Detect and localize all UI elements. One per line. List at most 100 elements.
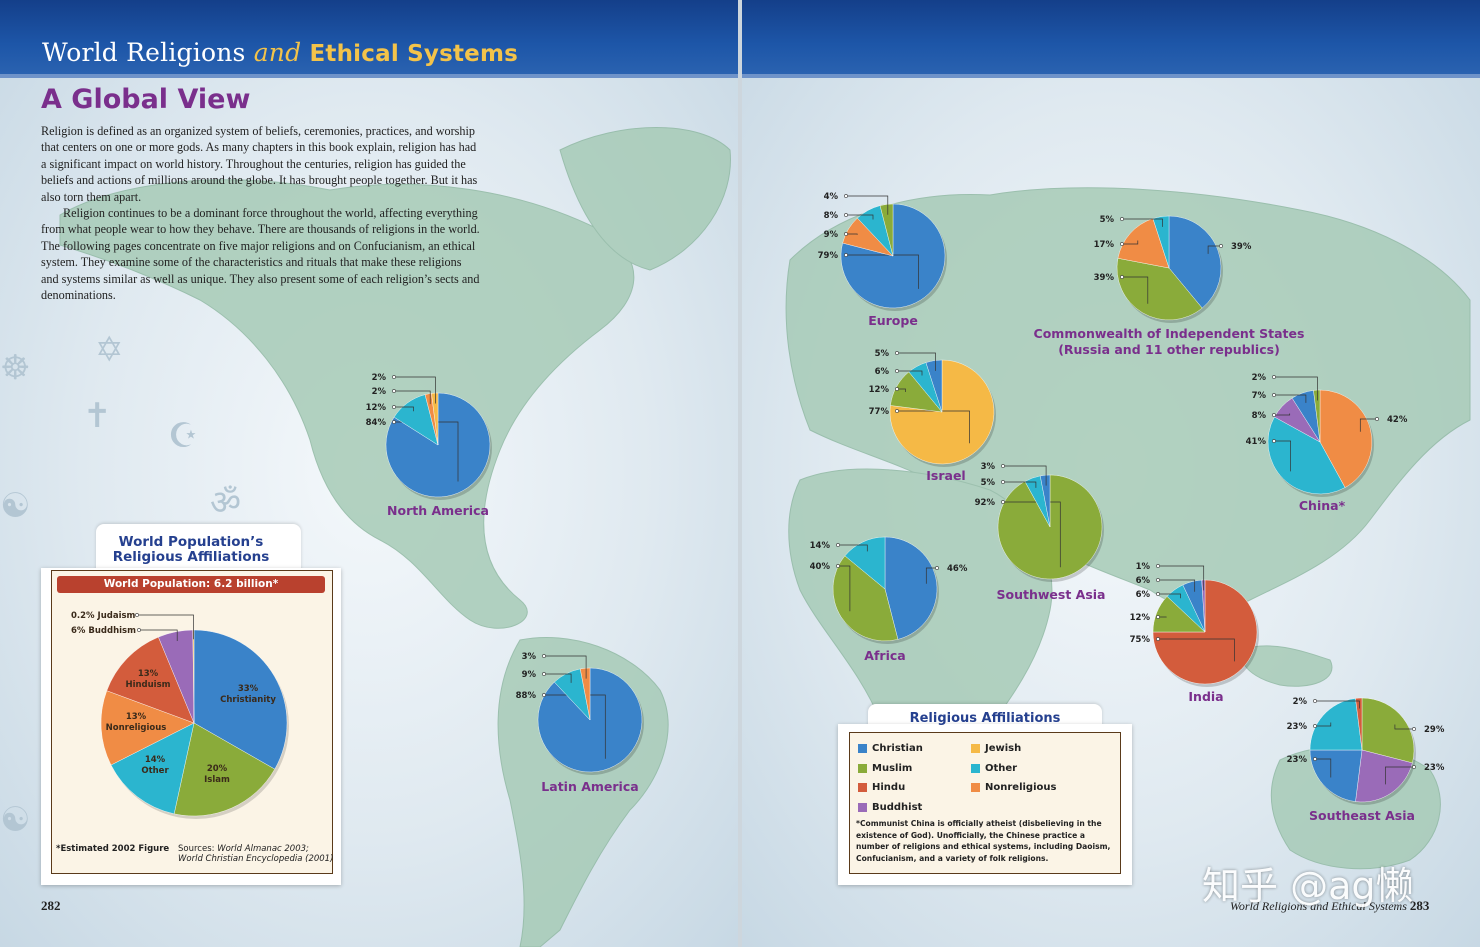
slice-christian <box>1168 215 1222 309</box>
page-number-right: 283 <box>1409 898 1430 913</box>
legend-label: Christian <box>872 743 923 754</box>
legend-label: Hindu <box>872 782 906 793</box>
page-heading: A Global View <box>41 84 251 115</box>
leader-dot <box>1375 417 1379 421</box>
wp-slice-pct: 13% <box>138 669 159 679</box>
legend-panel: Religious Affiliations Christian Jewish Mu… <box>838 704 1132 885</box>
leader-dot <box>392 389 396 393</box>
crescent-icon: ☪ <box>168 416 199 456</box>
title-part-2: Ethical Systems <box>301 41 519 67</box>
pct-label-christian: 84% <box>366 418 387 428</box>
region-sublabel: (Russia and 11 other republics) <box>1058 342 1280 357</box>
leader-dot <box>895 387 899 391</box>
wp-slice-pct: 20% <box>207 764 228 774</box>
region-label: Israel <box>926 468 965 483</box>
leader-line <box>1003 481 1037 488</box>
legend-swatch <box>858 803 867 812</box>
pct-label-christian: 79% <box>818 251 839 261</box>
leader-dot <box>542 654 546 658</box>
slice-buddhist <box>1355 749 1413 803</box>
leader-dot <box>1156 564 1160 568</box>
wp-slice-name: Islam <box>204 775 230 785</box>
legend-swatch <box>858 744 867 753</box>
leader-line <box>1158 579 1196 592</box>
leader-dot <box>844 213 848 217</box>
wp-source-2: World Christian Encyclopedia (2001) <box>178 854 334 864</box>
pct-label-nonreligious: 2% <box>372 387 387 397</box>
legend-item-hindu: Hindu <box>858 782 905 794</box>
pct-label-christian: 6% <box>1136 576 1151 586</box>
pie-southwest-asia: 92% 5% 3% Southwest Asia <box>975 462 1106 602</box>
slice-muslim <box>1361 697 1415 764</box>
pie-commonwealth-of-independent-states: 39% 39% 17% 5% Commonwealth of Independent S… <box>1034 215 1305 357</box>
leader-dot <box>1156 615 1160 619</box>
wp-sources: Sources: World Almanac 2003; World Christ… <box>178 844 338 864</box>
wp-slice-christianity <box>193 629 288 770</box>
legend-item-jewish: Jewish <box>971 743 1021 755</box>
wp-title-line-2: Religious Affiliations <box>112 549 270 565</box>
pie-north-america: 84% 12% 2% 2% North America <box>366 373 492 518</box>
wp-outside-label: 0.2% Judaism <box>71 611 136 621</box>
region-label: India <box>1188 689 1223 704</box>
legend-label: Other <box>985 763 1018 774</box>
pct-label-muslim: 2% <box>1252 373 1267 383</box>
leader-line <box>1385 766 1414 785</box>
wp-leader-line <box>137 614 194 640</box>
wp-slice-name: Other <box>141 766 169 776</box>
intro-paragraph-2: Religion continues to be a dominant forc… <box>41 206 480 303</box>
leader-line <box>838 544 868 552</box>
leader-line <box>846 195 889 215</box>
pct-label-nonreligious: 42% <box>1387 415 1408 425</box>
pct-label-other: 6% <box>875 367 890 377</box>
pct-label-christian: 39% <box>1231 242 1252 252</box>
wp-slice-pct: 14% <box>145 755 166 765</box>
leader-line <box>394 390 431 405</box>
region-label: Latin America <box>541 779 638 794</box>
wp-slice-name: Christianity <box>220 695 276 705</box>
watermark: 知乎 @ag懒 <box>1202 864 1414 908</box>
leader-line <box>544 655 587 679</box>
leader-line <box>897 370 923 376</box>
leader-dot <box>895 409 899 413</box>
cross-icon: ✝ <box>83 396 112 436</box>
header-banner-left <box>0 0 738 74</box>
wp-slice-name: Hinduism <box>125 680 170 690</box>
leader-line <box>897 352 936 371</box>
pie-europe: 79% 9% 8% 4% Europe <box>818 192 947 328</box>
wp-slice-pct: 13% <box>126 712 147 722</box>
leader-dot <box>542 672 546 676</box>
leader-dot <box>1001 464 1005 468</box>
pct-label-jewish: 2% <box>372 373 387 383</box>
wp-note: *Estimated 2002 Figure <box>56 844 170 854</box>
region-label: Southeast Asia <box>1309 808 1415 823</box>
dharma-wheel-icon: ☸ <box>0 348 31 388</box>
legend-item-christian: Christian <box>858 743 923 755</box>
pct-label-christian: 3% <box>981 462 996 472</box>
slice-muslim <box>1116 258 1203 321</box>
leader-line <box>1122 218 1163 227</box>
pct-label-other: 8% <box>824 211 839 221</box>
pct-label-jewish: 77% <box>869 407 890 417</box>
leader-line <box>1158 593 1181 599</box>
leader-line <box>846 233 858 235</box>
leader-line <box>544 694 606 759</box>
header-banner-right <box>742 0 1480 74</box>
legend-title: Religious Affiliations <box>909 711 1061 726</box>
pct-label-hindu: 2% <box>1293 697 1308 707</box>
legend-swatch <box>971 783 980 792</box>
leader-line <box>1122 240 1139 245</box>
wp-panel-tab <box>96 524 301 574</box>
leader-line <box>1315 758 1332 778</box>
slice-jewish <box>431 392 439 446</box>
region-label: Europe <box>868 313 918 328</box>
slice-christian <box>925 359 943 413</box>
world-population-pie: 33%Christianity20%Islam14%Other13%Nonrel… <box>71 611 289 819</box>
leader-dot <box>1156 592 1160 596</box>
wp-slice-pct: 33% <box>238 684 259 694</box>
pie-india: 75% 12% 6% 6% 1% India <box>1130 562 1259 704</box>
pie-southeast-asia: 29% 23% 23% 23% 2% Southeast Asia <box>1287 697 1445 823</box>
legend-label: Jewish <box>985 743 1022 754</box>
leader-dot <box>1156 637 1160 641</box>
pct-label-hindu: 75% <box>1130 635 1151 645</box>
